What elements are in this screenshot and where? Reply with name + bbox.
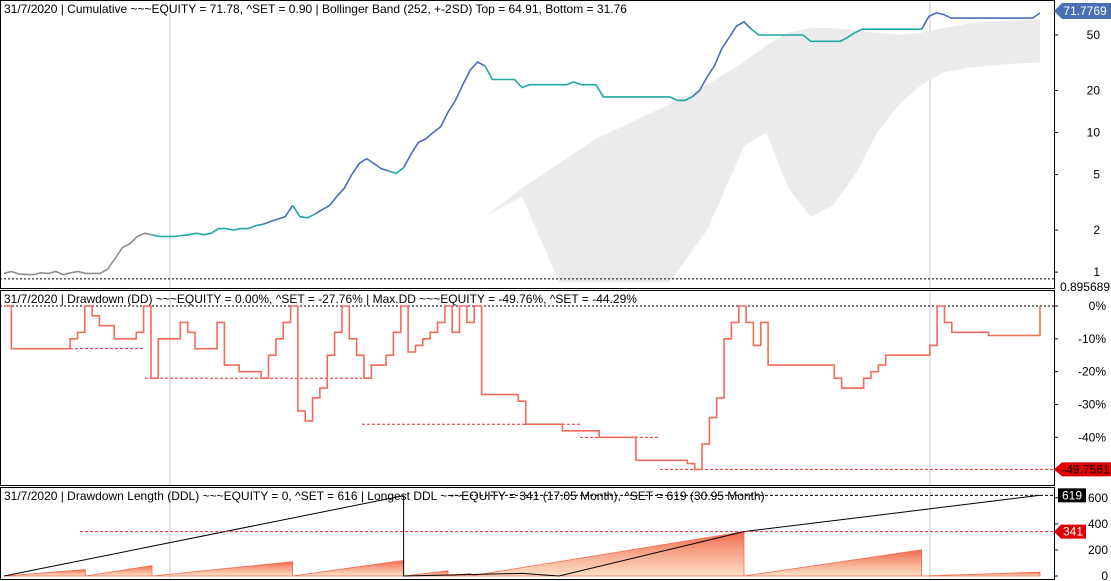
equity-line-segment [484, 65, 693, 102]
ddl-equity-area [151, 561, 293, 577]
equity-tick-label: 20 [1087, 84, 1101, 98]
equity-line-segment [151, 223, 264, 238]
ddl-panel: 31/7/2020 | Drawdown Length (DDL) ~~~EQU… [0, 487, 1108, 581]
equity-line-segment [291, 205, 316, 219]
equity-line-segment [920, 12, 1041, 30]
equity-panel: 31/7/2020 | Cumulative ~~~EQUITY = 71.78… [0, 0, 1111, 294]
ddl-set-badge-label: 619 [1062, 488, 1082, 502]
ddl-equity-area [3, 569, 86, 577]
drawdown-series [4, 305, 1041, 471]
equity-line-segment [314, 157, 390, 215]
ddl-panel-title: 31/7/2020 | Drawdown Length (DDL) ~~~EQU… [4, 489, 765, 503]
equity-line-segment [691, 20, 752, 98]
equity-line-segment [3, 232, 153, 276]
ddl-equity-badge-label: 341 [1063, 525, 1083, 539]
equity-max-drawdown-badge [1054, 462, 1111, 477]
ddl-tick-label: 600 [1088, 491, 1108, 505]
ddl-gridlines [169, 489, 931, 579]
equity-last-value-label: 71.7769 [1063, 4, 1107, 18]
bollinger-band-area [152, 19, 1040, 282]
equity-last-value-badge [1054, 3, 1111, 19]
equity-reference-label: 0.895689 [1060, 280, 1110, 294]
equity-line-segment [262, 205, 294, 226]
ddl-equity-badge [1054, 524, 1086, 539]
ddl-y-axis: 600 400 200 0 [1054, 491, 1108, 581]
bollinger-band [152, 19, 1040, 282]
equity-panel-title: 31/7/2020 | Cumulative ~~~EQUITY = 71.78… [4, 2, 627, 16]
drawdown-tick-label: -10% [1078, 332, 1106, 346]
drawdown-panel-title: 31/7/2020 | Drawdown (DD) ~~~EQUITY = 0.… [4, 292, 637, 306]
equity-series [3, 12, 1041, 276]
ddl-equity-area [470, 531, 745, 577]
ddl-badges: 619 341 [1054, 488, 1086, 539]
equity-max-drawdown-label: -49.7561 [1062, 462, 1110, 476]
drawdown-y-axis: 0% -10% -20% -30% -40% [1054, 299, 1106, 444]
equity-badges: 71.7769 [1054, 3, 1111, 19]
equity-y-axis: 50 20 10 5 2 10.895689 [1054, 28, 1110, 294]
equity-line-segment [402, 61, 486, 169]
equity-line-segment [388, 167, 405, 175]
drawdown-gridlines [0, 292, 1054, 485]
equity-tick-label: 2 [1093, 223, 1100, 237]
equity-tick-label: 5 [1093, 168, 1100, 182]
ddl-tick-label: 200 [1088, 543, 1108, 557]
equity-tick-label: 1 [1093, 265, 1100, 279]
ddl-set-line [3, 494, 1041, 577]
drawdown-panel: 31/7/2020 | Drawdown (DD) ~~~EQUITY = 0.… [0, 290, 1111, 486]
drawdown-panel-frame [0, 290, 1055, 486]
ddl-equity-area [921, 571, 1041, 577]
ddl-equity-area [743, 549, 922, 577]
drawdown-tick-label: -20% [1078, 365, 1106, 379]
ddl-set-badge [1058, 488, 1086, 503]
equity-line-segment [750, 28, 922, 43]
ddl-set-line-path [3, 494, 1041, 577]
ddl-equity-area [85, 565, 153, 577]
equity-tick-label: 10 [1087, 126, 1101, 140]
ddl-tick-label: 0 [1101, 569, 1108, 581]
drawdown-tick-label: -30% [1078, 397, 1106, 411]
drawdown-badges: -44.2913-49.7561 [1054, 460, 1111, 477]
ddl-reference-lines [80, 494, 1054, 533]
ddl-equity-areas [3, 531, 1041, 577]
equity-tick-label: 50 [1087, 28, 1101, 42]
drawdown-tick-label: 0% [1089, 299, 1107, 313]
drawdown-tick-label: -40% [1078, 430, 1106, 444]
drawdown-line [4, 305, 1041, 471]
ddl-tick-label: 400 [1088, 517, 1108, 531]
